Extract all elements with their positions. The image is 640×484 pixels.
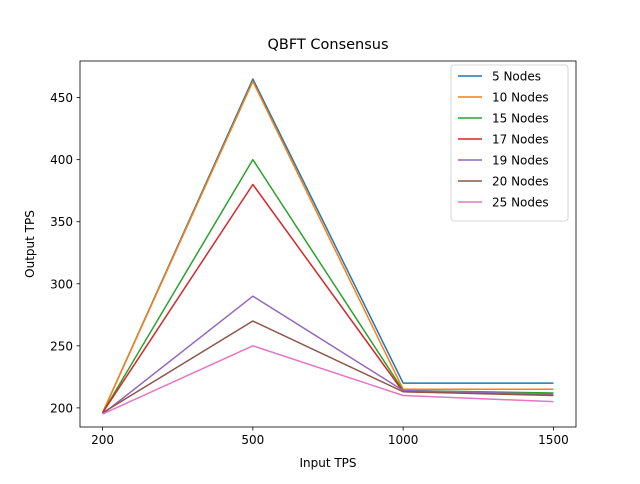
series-line-5: [102, 295, 554, 415]
plot-frame: [79, 60, 577, 428]
y-tick-label: 250: [50, 339, 73, 353]
x-tick-label: 1000: [388, 433, 419, 447]
y-tick-label: 300: [50, 277, 73, 291]
x-tick-label: 200: [91, 433, 114, 447]
y-tick-label: 200: [50, 401, 73, 415]
plot-area: 200 500 1000 1500 200 250 300 350 400 450 5 Nodes 1…: [50, 60, 577, 447]
series-line-2: [101, 80, 554, 414]
x-tick-label: 500: [241, 433, 264, 447]
x-axis-label: Input TPS: [299, 456, 356, 470]
series-line-7: [102, 345, 554, 415]
x-tick-label: 1500: [538, 433, 569, 447]
legend-box: [450, 64, 569, 222]
y-tick-label: 450: [50, 91, 73, 105]
legend-label: 10 Nodes: [492, 91, 549, 105]
legend-label: 15 Nodes: [492, 112, 549, 126]
legend-label: 25 Nodes: [492, 196, 549, 210]
y-tick-label: 350: [50, 215, 73, 229]
legend-label: 5 Nodes: [492, 70, 541, 84]
y-axis-label: Output TPS: [23, 210, 37, 278]
legend-label: 20 Nodes: [492, 175, 549, 189]
y-tick-label: 400: [50, 153, 73, 167]
series-line-6: [102, 320, 554, 414]
chart-title: QBFT Consensus: [267, 37, 388, 53]
legend-label: 19 Nodes: [492, 154, 549, 168]
legend-label: 17 Nodes: [492, 133, 549, 147]
